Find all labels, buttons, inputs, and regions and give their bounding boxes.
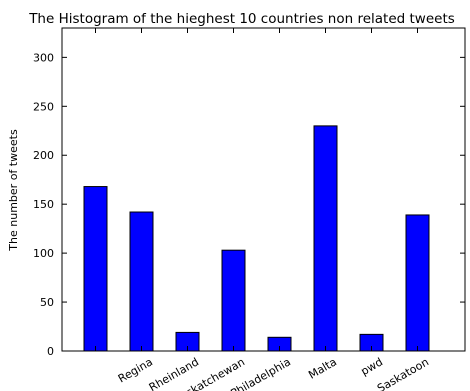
x-tick-label: Malta [306, 355, 339, 381]
y-tick-label: 250 [33, 100, 54, 113]
y-tick-label: 150 [33, 198, 54, 211]
bar [313, 125, 338, 352]
bar [221, 249, 246, 352]
bar [129, 211, 154, 352]
y-tick-label: 50 [40, 296, 54, 309]
y-tick-label: 300 [33, 51, 54, 64]
x-tick-label: Saskatoon [375, 355, 431, 391]
y-axis-label: The number of tweets [7, 129, 20, 252]
chart-title: The Histogram of the hieghest 10 countri… [28, 11, 455, 27]
y-tick-label: 0 [47, 345, 54, 358]
bar [83, 186, 108, 352]
y-tick-label: 200 [33, 149, 54, 162]
bar [405, 214, 430, 352]
plot-frame [61, 27, 466, 352]
x-tick-label: pwd [359, 355, 385, 378]
plot-area: 050100150200250300ReginaRheinlandSaskatc… [33, 27, 466, 391]
y-tick-label: 100 [33, 247, 54, 260]
